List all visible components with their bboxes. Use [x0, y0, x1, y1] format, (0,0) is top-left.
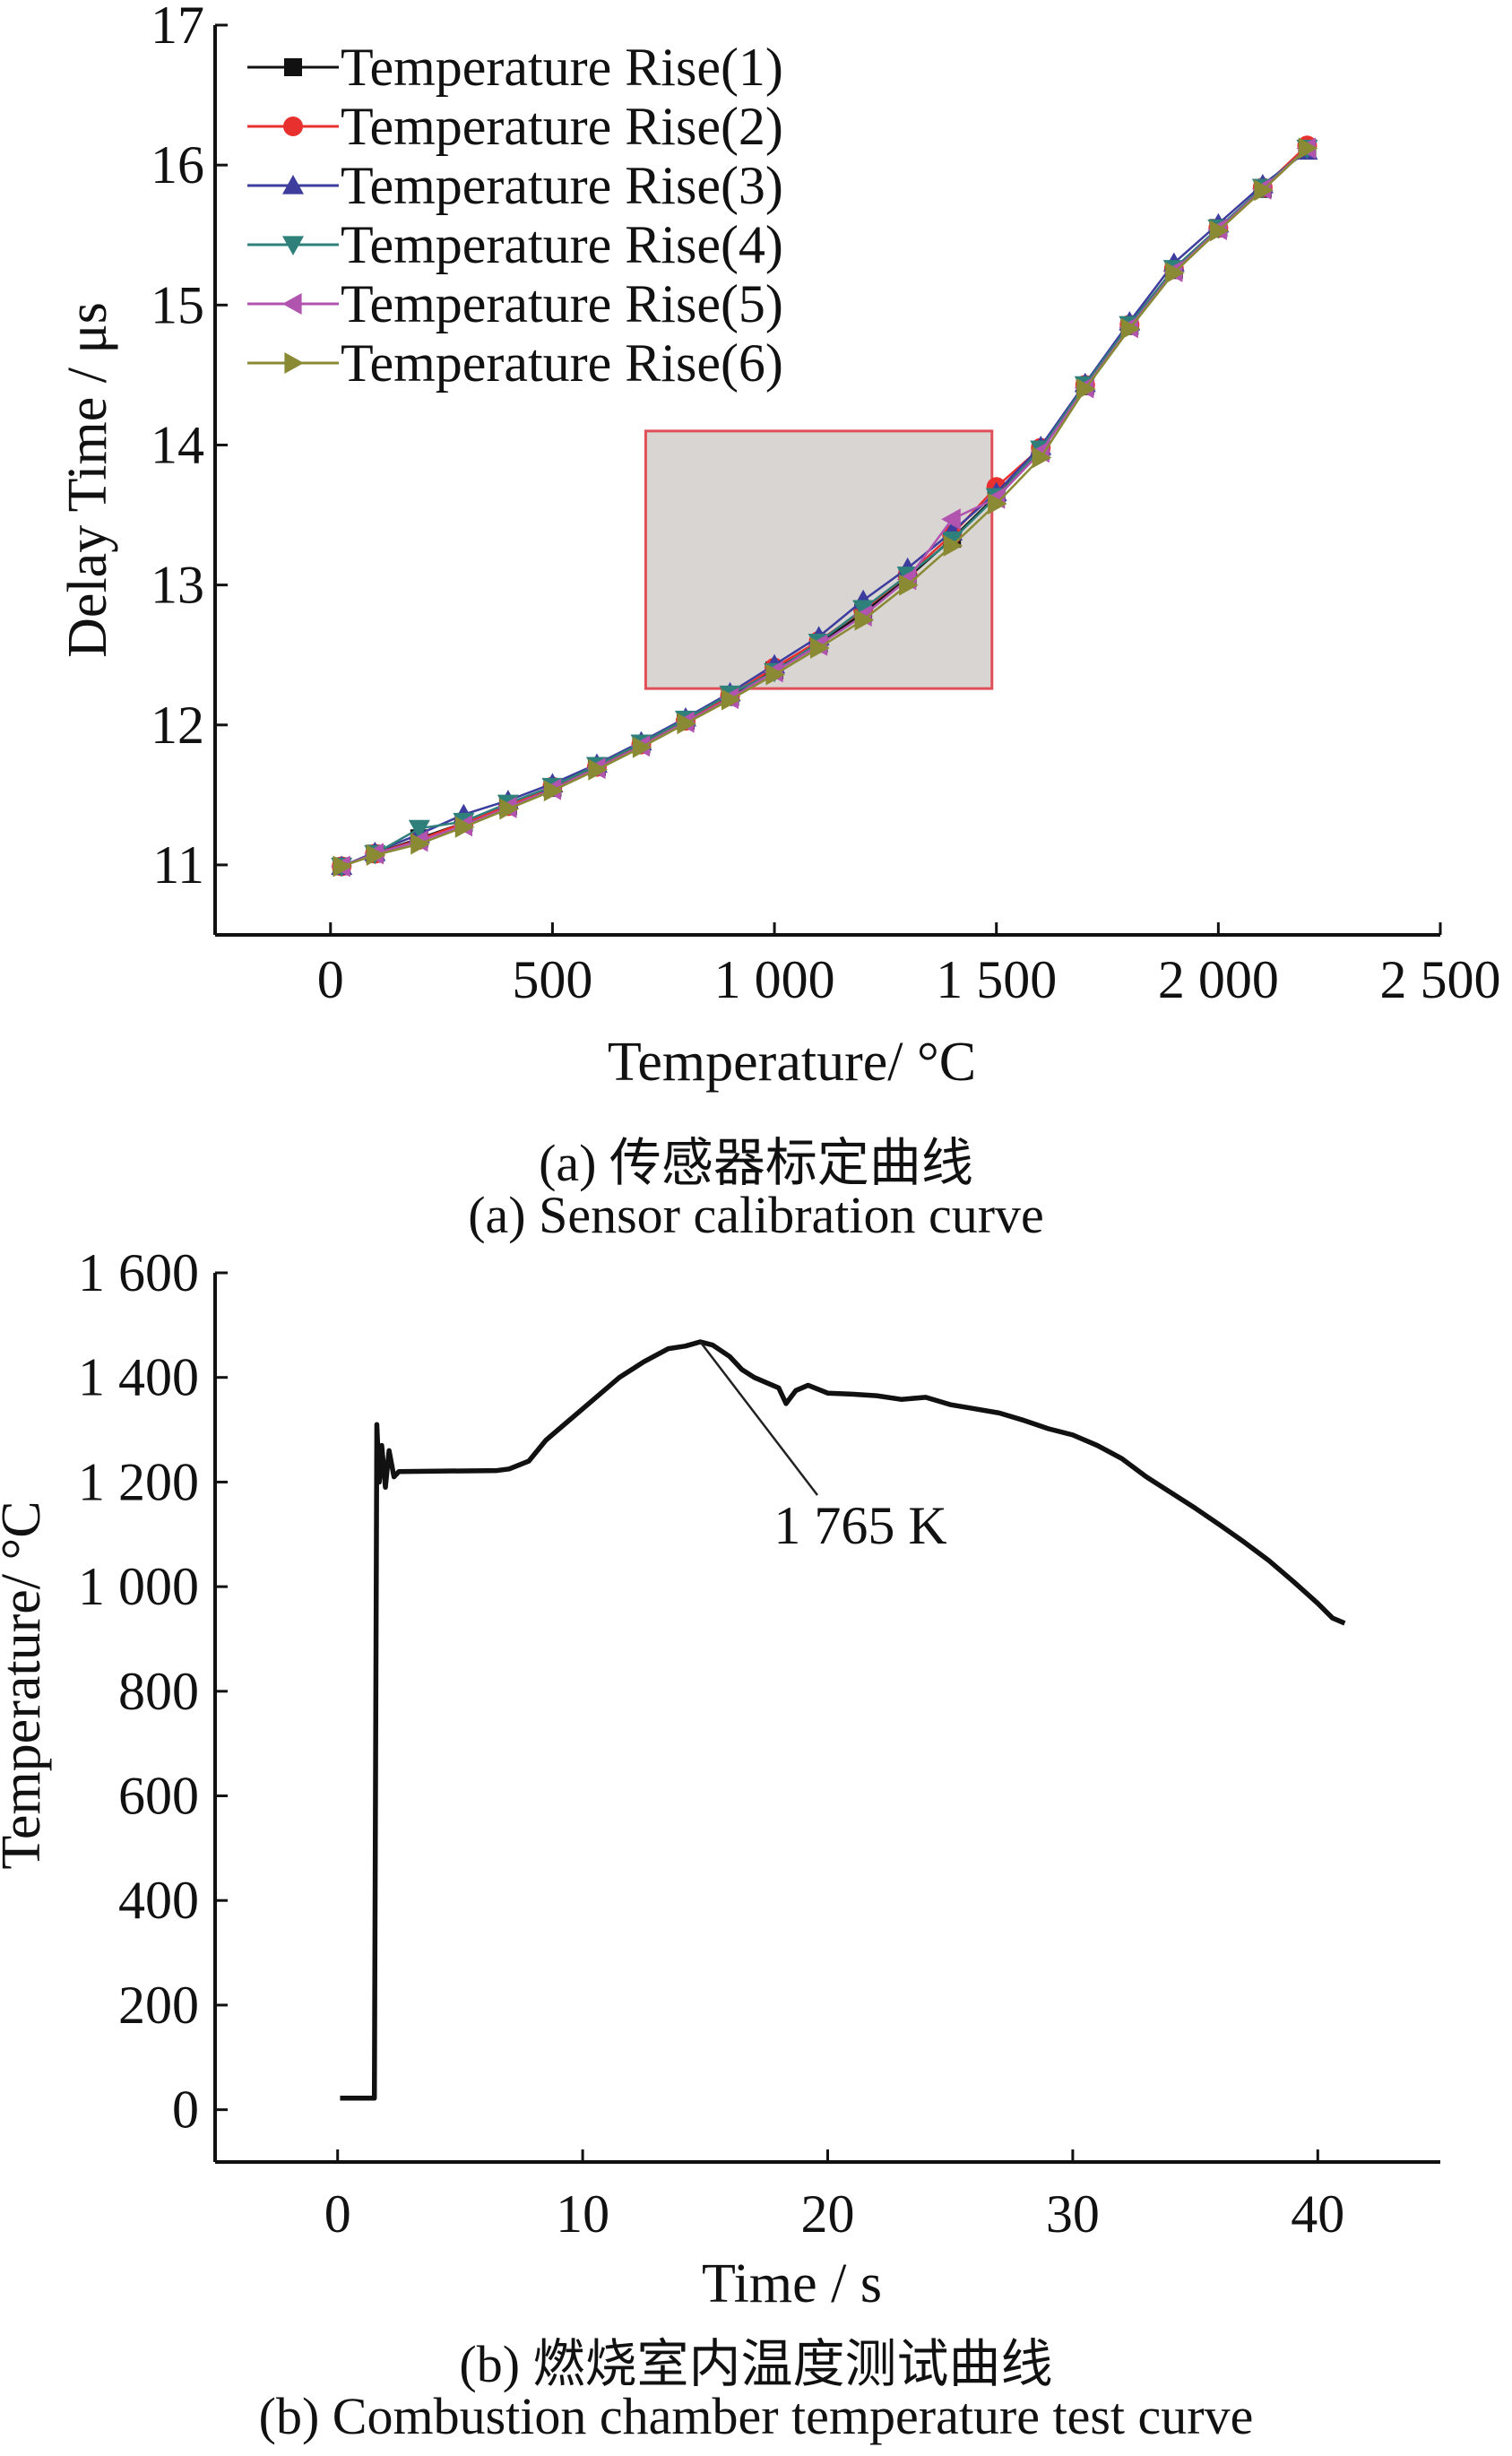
- data-point: [1298, 137, 1318, 160]
- data-point: [943, 534, 963, 557]
- data-point: [1209, 220, 1230, 242]
- legend-marker: [283, 117, 303, 136]
- data-point: [854, 609, 875, 631]
- y-tick-label: 12: [151, 696, 204, 755]
- data-point: [765, 663, 786, 686]
- y-tick-label: 17: [151, 0, 204, 55]
- data-point: [1120, 317, 1141, 340]
- y-axis-title: Delay Time / μs: [57, 302, 118, 658]
- legend-marker: [282, 293, 302, 315]
- y-tick-label: 1 400: [78, 1348, 199, 1407]
- x-axis-title: Time / s: [702, 2253, 882, 2314]
- y-tick-label: 15: [151, 275, 204, 334]
- caption-a-english: (a) Sensor calibration curve: [468, 1186, 1044, 1244]
- x-tick-label: 10: [556, 2184, 609, 2244]
- x-tick-label: 500: [512, 950, 592, 1009]
- legend-marker: [282, 175, 304, 195]
- y-tick-label: 400: [118, 1871, 199, 1930]
- y-tick-label: 800: [118, 1662, 199, 1721]
- caption-a-chinese: (a) 传感器标定曲线: [539, 1134, 973, 1192]
- sensor-calibration-chart: 0 500 1 000 1 500 2 000 2 500 11 12 13 14 15 16 17 Te…: [57, 0, 1501, 1093]
- caption-b-english: (b) Combustion chamber temperature test …: [258, 2387, 1254, 2445]
- data-point: [1032, 446, 1052, 469]
- data-point: [1254, 179, 1274, 202]
- annotation-label: 1 765 K: [773, 1496, 946, 1555]
- data-point: [677, 713, 697, 735]
- y-tick-label: 200: [118, 1976, 199, 2035]
- caption-b-chinese: (b) 燃烧室内温度测试曲线: [459, 2335, 1053, 2393]
- y-tick-label: 600: [118, 1767, 199, 1826]
- data-point: [1165, 262, 1185, 284]
- series-6: [333, 137, 1318, 878]
- legend-label: Temperature Rise(2): [341, 97, 783, 156]
- y-tick-label: 1 600: [78, 1243, 199, 1302]
- legend-label: Temperature Rise(6): [341, 333, 783, 393]
- x-tick-label: 30: [1046, 2184, 1100, 2244]
- data-point: [410, 833, 430, 855]
- legend-label: Temperature Rise(5): [341, 274, 783, 333]
- data-point: [408, 819, 430, 840]
- data-point: [1076, 378, 1096, 400]
- legend-marker: [284, 58, 302, 76]
- data-point: [941, 508, 961, 531]
- x-axis-title: Temperature/ °C: [608, 1032, 976, 1093]
- x-tick-label: 0: [317, 950, 344, 1009]
- annotation-leader-line: [699, 1341, 818, 1496]
- data-point: [543, 780, 564, 802]
- y-axis-title: Temperature/ °C: [0, 1500, 52, 1869]
- y-tick-label: 1 000: [78, 1557, 199, 1616]
- legend-marker: [282, 236, 304, 255]
- data-point: [333, 855, 353, 878]
- x-tick-label: 2 000: [1158, 950, 1279, 1009]
- data-point: [499, 798, 519, 820]
- data-point: [809, 636, 830, 659]
- y-tick-label: 13: [151, 556, 204, 615]
- data-point: [366, 843, 386, 866]
- y-tick-label: 16: [151, 135, 204, 195]
- legend-marker: [284, 352, 304, 374]
- legend-label: Temperature Rise(1): [341, 38, 783, 97]
- legend-label: Temperature Rise(3): [341, 156, 783, 215]
- x-tick-label: 20: [801, 2184, 855, 2244]
- y-tick-label: 11: [152, 835, 204, 895]
- data-point: [988, 493, 1007, 515]
- y-tick-label: 14: [151, 415, 204, 474]
- y-tick-label: 1 200: [78, 1452, 199, 1511]
- x-tick-label: 1 500: [936, 950, 1057, 1009]
- legend: Temperature Rise(1)Temperature Rise(2)Te…: [247, 38, 783, 393]
- data-point: [721, 688, 741, 711]
- data-point: [588, 758, 608, 781]
- x-tick-label: 40: [1291, 2184, 1344, 2244]
- data-point: [899, 574, 919, 596]
- x-tick-label: 2 500: [1380, 950, 1501, 1009]
- temperature-curve: [340, 1339, 1346, 2101]
- y-tick-label: 0: [172, 2080, 199, 2140]
- data-point: [454, 816, 475, 838]
- x-tick-label: 1 000: [714, 950, 835, 1009]
- legend-label: Temperature Rise(4): [341, 215, 783, 274]
- x-tick-label: 0: [324, 2184, 351, 2244]
- data-point: [632, 736, 652, 758]
